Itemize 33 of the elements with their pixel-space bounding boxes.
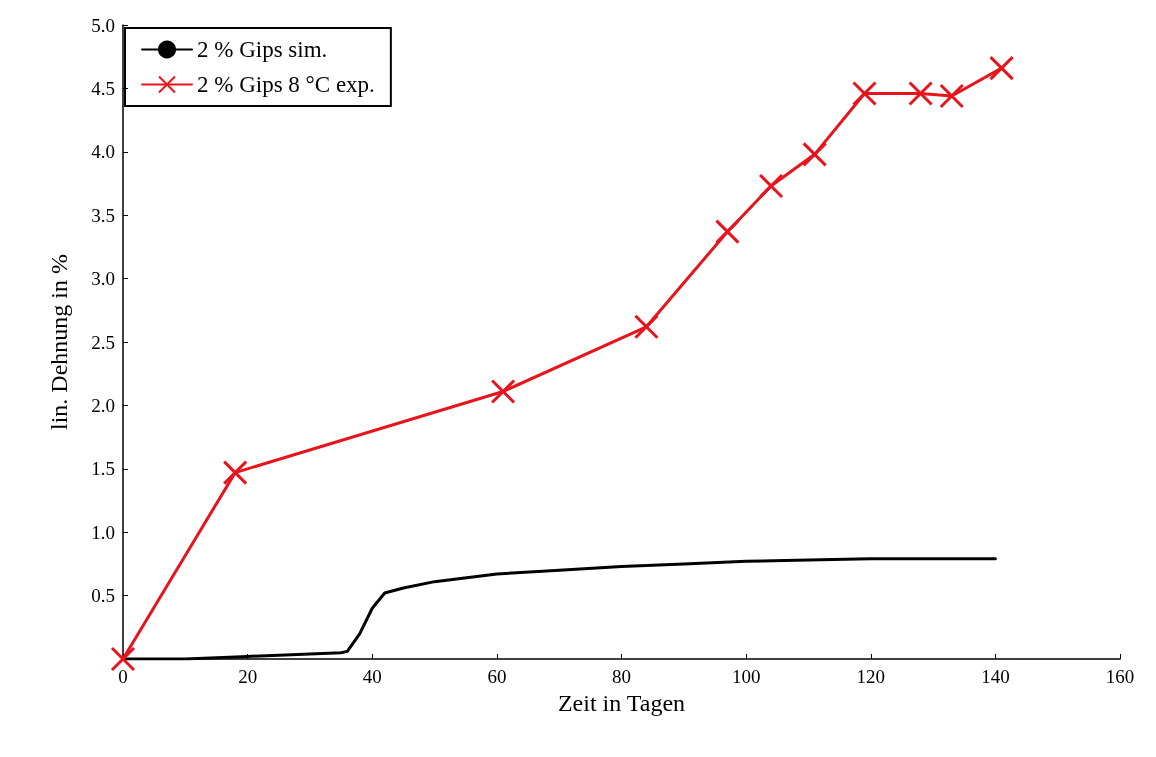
point (222, 460, 248, 486)
point (802, 141, 828, 167)
x-tick-label: 60 (487, 666, 507, 687)
point (939, 83, 965, 109)
point (633, 314, 659, 340)
y-axis-title: lin. Dehnung in % (46, 254, 72, 430)
point (490, 378, 516, 404)
x-tick-label: 80 (612, 666, 631, 687)
y-tick-label: 2.0 (91, 394, 115, 416)
x-tick-label: 100 (731, 666, 761, 687)
y-tick-label: 2.5 (91, 331, 115, 353)
y-tick-label: 4.0 (91, 141, 115, 163)
x-tick-label: 0 (118, 666, 128, 687)
y-tick-label: 5.0 (91, 14, 115, 36)
legend-label: 2 % Gips sim. (197, 37, 328, 62)
x-tick-label: 160 (1105, 666, 1135, 687)
point (908, 80, 934, 106)
x-tick-label: 140 (981, 666, 1010, 687)
y-tick-label: 3.0 (91, 268, 115, 290)
x-axis-title: Zeit in Tagen (557, 690, 686, 716)
y-tick-label: 1.0 (91, 521, 115, 543)
point (758, 173, 784, 199)
x-tick-label: 120 (856, 666, 885, 687)
y-tick-label: 0.5 (91, 585, 115, 607)
point (714, 219, 740, 245)
point (989, 55, 1015, 81)
x-tick-label: 20 (238, 666, 258, 687)
point (852, 80, 878, 106)
x-tick-label: 40 (362, 666, 382, 687)
y-tick-label: 1.5 (91, 458, 115, 480)
legend-label: 2 % Gips 8 °C exp. (197, 72, 375, 97)
y-tick-label: 4.5 (91, 77, 115, 99)
y-tick-label: 3.5 (91, 204, 115, 226)
